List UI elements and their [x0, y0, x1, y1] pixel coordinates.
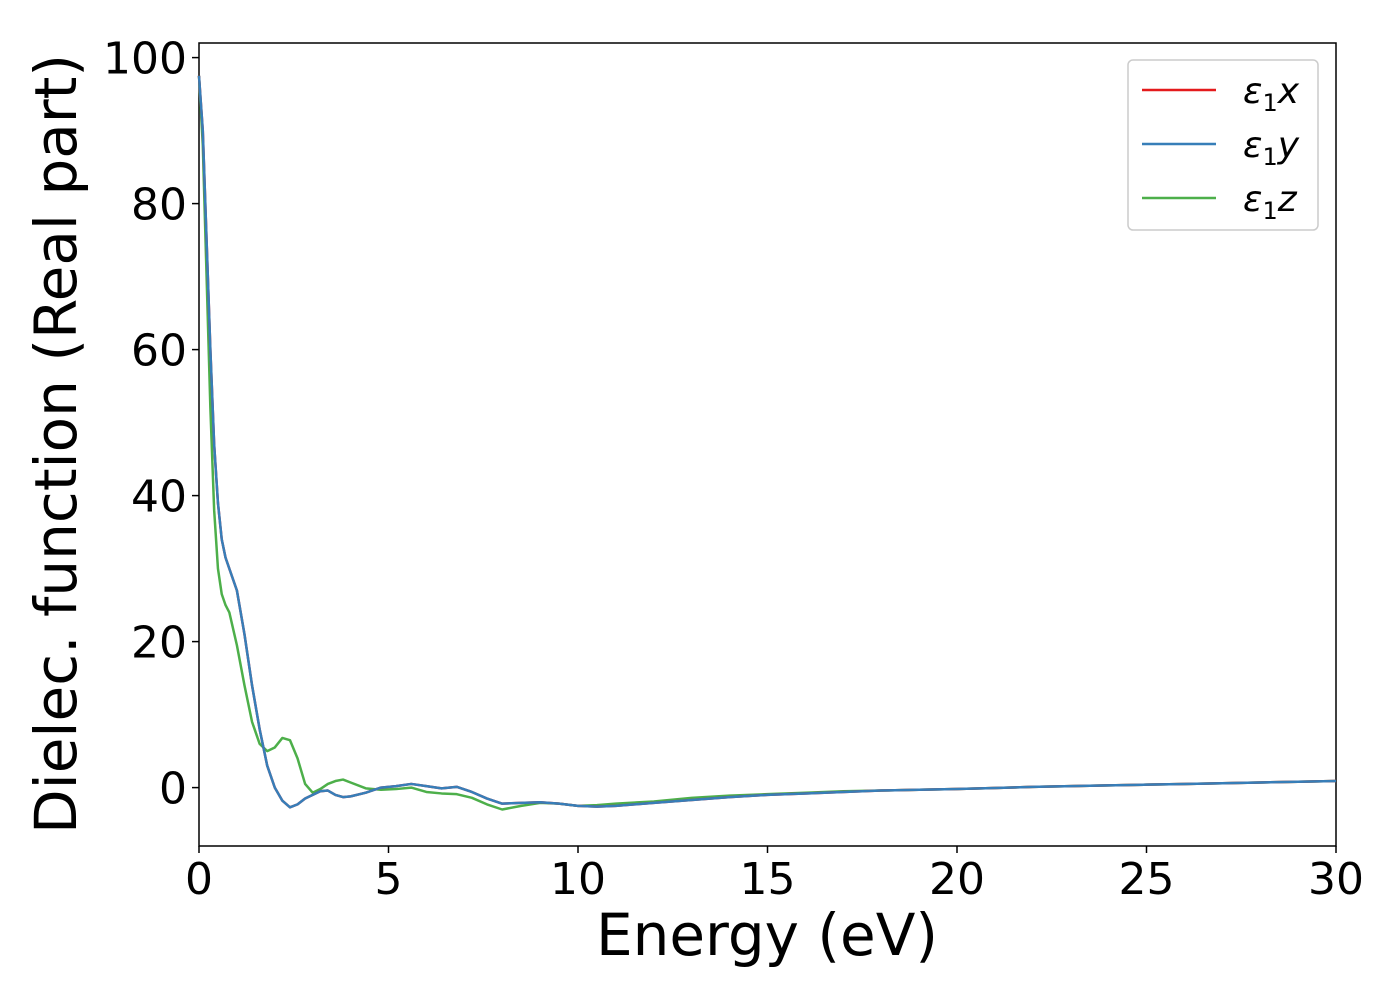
y-tick-label: 60 — [131, 326, 187, 377]
x-tick-label: 5 — [375, 854, 403, 905]
y-axis-label: Dielec. function (Real part) — [22, 54, 90, 834]
x-tick-label: 15 — [740, 854, 796, 905]
y-tick-label: 80 — [131, 180, 187, 231]
y-tick-label: 100 — [103, 34, 187, 85]
legend-items: ε1x ε1y ε1z — [1142, 71, 1300, 225]
legend-frame — [1127, 59, 1319, 231]
series-layer — [197, 75, 1337, 811]
y-tick-label: 0 — [159, 764, 187, 815]
x-axis-label: Energy (eV) — [596, 901, 938, 969]
legend-label-x: ε1x — [1243, 71, 1300, 117]
x-tick-label: 25 — [1119, 854, 1175, 905]
x-tick-label: 10 — [550, 854, 606, 905]
legend: ε1x ε1y ε1z — [1127, 59, 1319, 231]
y-tick-label: 20 — [131, 618, 187, 669]
legend-label-y: ε1y — [1243, 125, 1300, 171]
series-line-y — [197, 75, 1337, 809]
y-axis-ticks: 0 20 40 60 80 100 — [103, 34, 199, 815]
y-tick-label: 40 — [131, 472, 187, 523]
x-tick-label: 30 — [1308, 854, 1364, 905]
x-tick-label: 0 — [185, 854, 213, 905]
x-tick-label: 20 — [929, 854, 985, 905]
x-axis-ticks: 0 5 10 15 20 25 30 — [185, 846, 1364, 905]
legend-label-z: ε1z — [1243, 179, 1298, 225]
